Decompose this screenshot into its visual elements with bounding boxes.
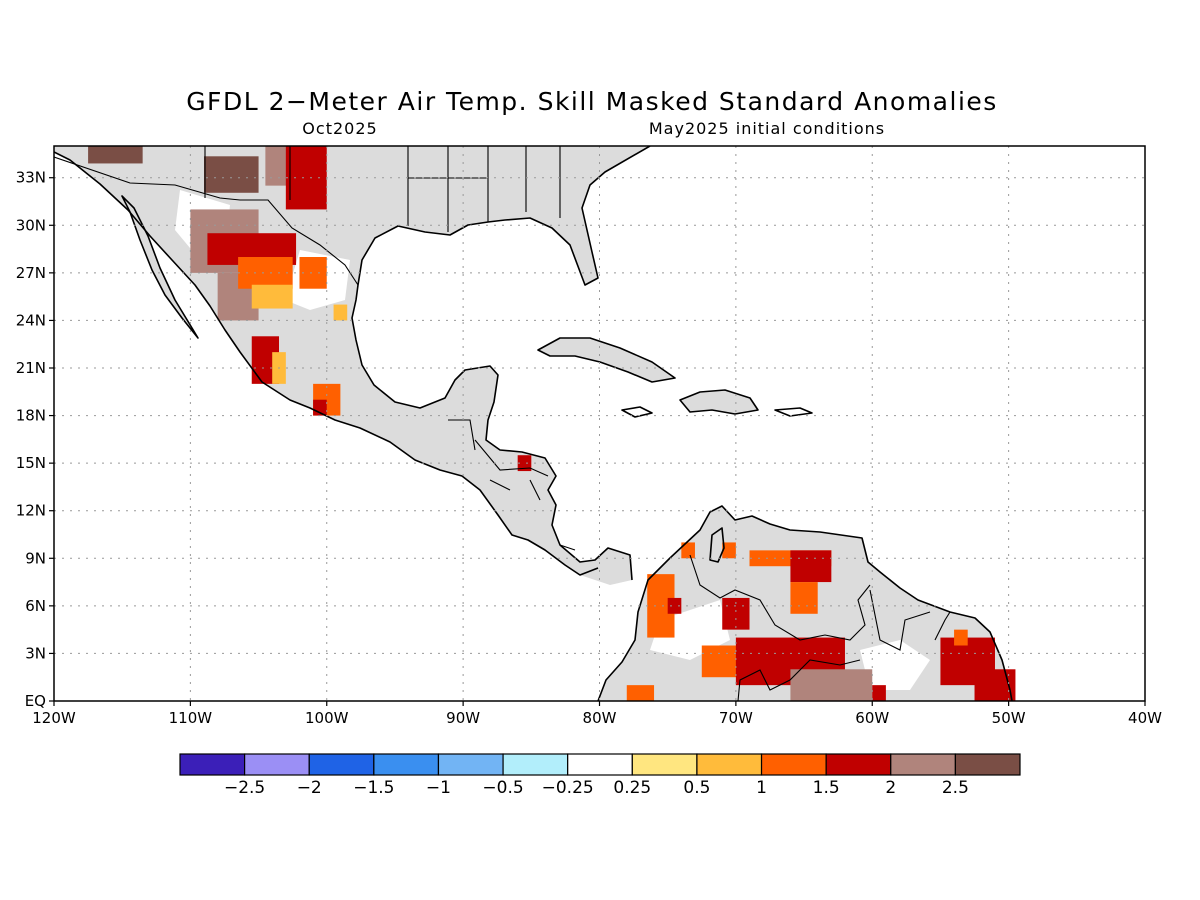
latitude-tick-label: 18N [16,407,46,425]
latitude-tick-label: 3N [25,644,46,662]
colorbar-label: −0.25 [542,778,594,798]
latitude-tick-label: 12N [16,502,46,520]
colorbar-swatch [825,753,892,776]
latitude-tick-label: 6N [25,597,46,615]
north-america-land [54,146,650,585]
latitude-tick-label: 33N [16,169,46,187]
colorbar-label: 0.25 [613,778,651,798]
longitude-tick-label: 60W [855,709,889,727]
colorbar-label: −2.5 [224,778,265,798]
anomaly-cell [285,146,327,210]
south-america-coastline [597,505,1013,701]
baja-california-land [122,196,198,338]
puerto-rico-coastline [774,407,813,417]
coastlines [54,146,1013,701]
colorbar-swatch [308,753,375,776]
longitude-tick-label: 70W [719,709,753,727]
south-america-borders [689,554,951,701]
initial-conditions-label: May2025 initial conditions [649,119,885,138]
anomaly-cell [517,455,532,472]
jamaica-coastline [621,406,653,418]
anomaly-cell [88,146,143,164]
anomaly-cell [626,685,655,701]
latitude-tick-label: 9N [25,549,46,567]
anomaly-cell [204,156,259,193]
longitude-tick-label: 110W [169,709,213,727]
colorbar-label: 2 [885,778,896,798]
anomaly-cell [667,597,682,614]
political-borders [54,146,951,701]
north-america-coastline [351,146,651,581]
latitude-tick-label: 24N [16,311,46,329]
cuba-land [538,338,675,382]
figure-title: GFDL 2−Meter Air Temp. Skill Masked Stan… [186,87,998,116]
colorbar-label: −2 [297,778,322,798]
latitude-tick-label: 27N [16,264,46,282]
lake-maracaibo-coastline [709,527,725,563]
anomaly-cell [333,304,348,321]
anomaly-cell [790,669,873,701]
anomaly-cell [722,542,736,559]
colorbar-swatch [179,753,246,776]
forecast-month-label: Oct2025 [302,119,377,138]
colorbar-swatch [760,753,827,776]
colorbar-label: −1.5 [353,778,394,798]
anomaly-cell [790,550,832,583]
anomaly-cells-layer [88,146,1016,701]
longitude-tick-label: 90W [446,709,480,727]
longitude-tick-label: 100W [305,709,349,727]
hispaniola-land [680,390,758,414]
lat-lon-gridlines [54,146,1145,701]
colorbar-label: 0.5 [683,778,710,798]
colorbar-label: −1 [426,778,451,798]
map-plot-area [54,146,1145,701]
latitude-tick-label: 21N [16,359,46,377]
anomaly-cell [251,284,293,309]
longitude-tick-label: 120W [32,709,76,727]
anomaly-cell [299,257,327,289]
latitude-tick-label: 15N [16,454,46,472]
anomaly-cell [954,629,968,646]
anomaly-cell [790,582,818,614]
colorbar-label: 1.5 [813,778,840,798]
colorbar-swatch [373,753,440,776]
colorbar-swatch [631,753,698,776]
colorbar-label: 1 [756,778,767,798]
anomaly-cell [872,685,886,701]
anomaly-cell [681,542,695,559]
colorbar-swatch [244,753,310,776]
longitude-tick-label: 50W [992,709,1026,727]
latitude-axis: EQ 3N 6N 9N 12N 15N 18N 21N 24N 27N 30N 33N [16,169,54,710]
latitude-tick-label: EQ [25,692,46,710]
latitude-tick-label: 30N [16,216,46,234]
colorbar-swatch [696,753,763,776]
colorbar-swatch [567,753,633,776]
pacific-coastline [54,151,599,576]
colorbar-label: −0.5 [482,778,523,798]
colorbar: −2.5 −2 −1.5 −1 −0.5 −0.25 0.25 0.5 1 1.5 2 2.5 [179,753,1021,798]
longitude-tick-label: 40W [1128,709,1162,727]
central-america-borders [448,419,576,551]
near-normal-area [650,600,730,660]
longitude-axis: 120W 110W 100W 90W 80W 70W 60W 50W 40W [32,701,1162,727]
colorbar-swatch [954,753,1021,776]
hispaniola-coastline [679,389,759,415]
colorbar-label: 2.5 [942,778,969,798]
colorbar-swatch [437,753,504,776]
colorbar-swatch [502,753,569,776]
us-mexico-border [54,156,359,286]
colorbar-swatch [890,753,956,776]
longitude-tick-label: 80W [583,709,617,727]
cuba-coastline [537,337,676,383]
baja-california-coastline [121,195,199,339]
near-normal-area [860,640,930,690]
